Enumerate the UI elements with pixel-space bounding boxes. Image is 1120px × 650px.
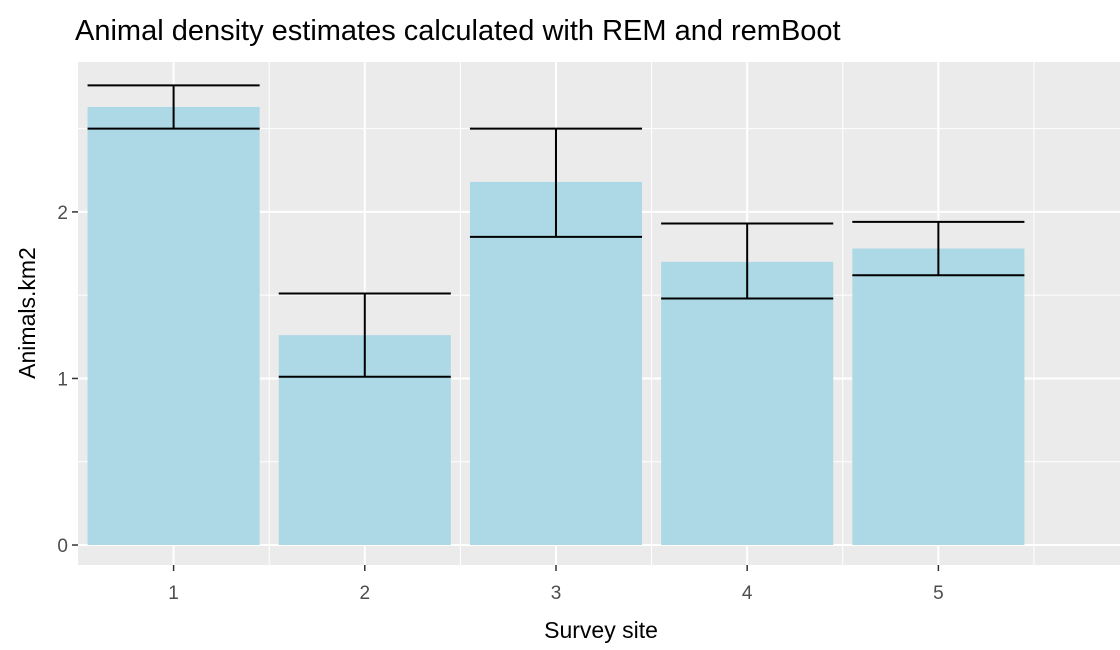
error-bar-site-5: [852, 220, 1025, 277]
x-axis-title: Survey site: [544, 617, 658, 643]
x-tick-label: 4: [742, 583, 753, 604]
error-bar-site-2: [278, 292, 451, 378]
bar-site-1: [87, 106, 260, 546]
error-bars: [87, 84, 1025, 378]
y-axis-title: Animals.km2: [14, 247, 40, 379]
error-bar-site-4: [661, 222, 834, 300]
bar-site-4: [661, 261, 834, 546]
error-bar-site-3: [469, 127, 643, 238]
x-tick-label: 2: [359, 583, 370, 604]
y-axis: 0 1 2: [57, 203, 78, 557]
x-tick-label: 5: [933, 583, 944, 604]
bar-site-5: [852, 248, 1025, 546]
x-axis: 1 2 3 4 5: [168, 565, 944, 604]
error-bar-site-1: [87, 84, 260, 130]
bar-site-3: [469, 181, 643, 546]
x-tick-label: 1: [168, 583, 179, 604]
x-tick-label: 3: [551, 583, 562, 604]
chart-title: Animal density estimates calculated with…: [75, 15, 841, 47]
y-tick-label: 2: [57, 203, 68, 224]
y-tick-label: 1: [57, 369, 68, 390]
y-tick-label: 0: [57, 536, 68, 557]
bars: [87, 106, 1025, 546]
